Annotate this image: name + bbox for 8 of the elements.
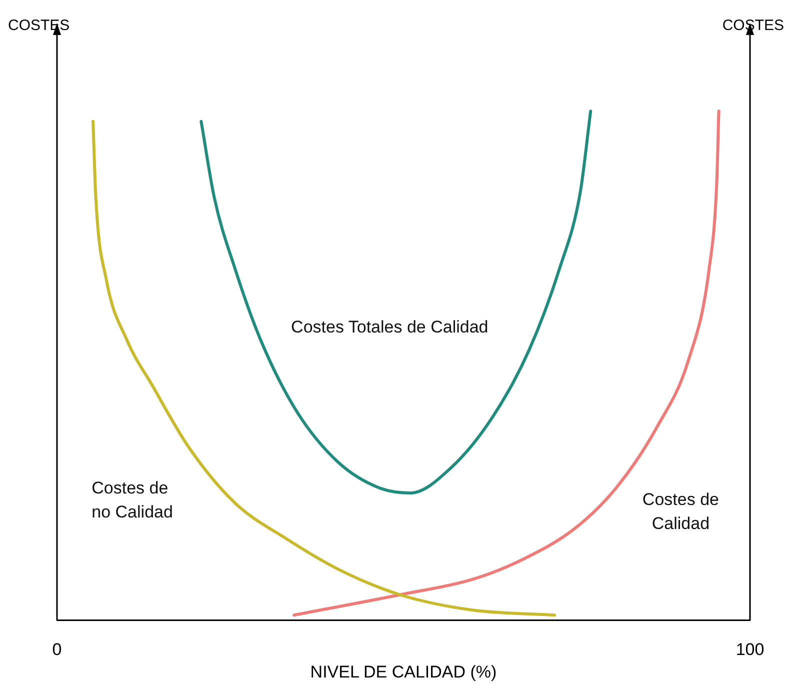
text: COSTES: [722, 17, 784, 34]
series-label: Costes de no Calidad: [92, 478, 173, 522]
series-label: Costes Totales de Calidad: [291, 318, 488, 337]
series-label: Costes de Calidad: [642, 490, 719, 534]
x-axis-title: NIVEL DE CALIDAD (%): [310, 662, 497, 682]
x-tick-label: 0: [52, 640, 62, 660]
text: COSTES: [8, 17, 70, 34]
x-tick-label: 100: [736, 640, 764, 660]
